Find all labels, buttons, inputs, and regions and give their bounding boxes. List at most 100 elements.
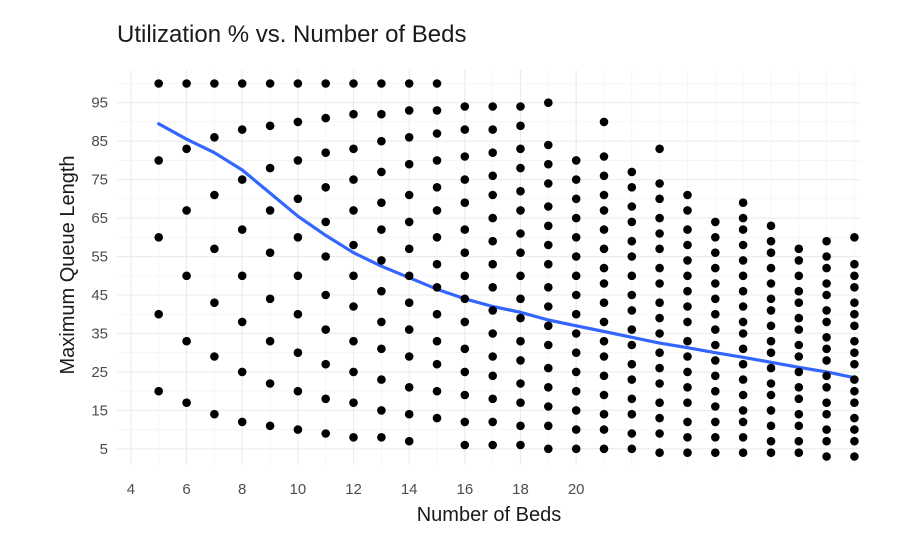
data-point bbox=[627, 217, 637, 227]
data-point bbox=[794, 383, 804, 392]
data-point bbox=[766, 363, 776, 373]
y-tick-label: 35 bbox=[91, 325, 108, 342]
data-point bbox=[237, 79, 247, 88]
data-point bbox=[404, 190, 414, 200]
data-point bbox=[794, 271, 804, 281]
data-point bbox=[683, 271, 692, 281]
data-point bbox=[599, 336, 609, 346]
data-point bbox=[544, 421, 553, 431]
data-point bbox=[822, 452, 831, 461]
data-point bbox=[377, 79, 386, 88]
data-point bbox=[404, 133, 414, 142]
data-point bbox=[850, 348, 859, 358]
data-point bbox=[293, 117, 303, 127]
data-point bbox=[237, 225, 247, 234]
data-point bbox=[154, 233, 163, 242]
data-point bbox=[850, 259, 859, 269]
data-point bbox=[822, 356, 831, 365]
data-point bbox=[822, 398, 831, 408]
data-point bbox=[516, 440, 525, 450]
data-point bbox=[655, 413, 664, 423]
data-point bbox=[655, 348, 664, 358]
data-point bbox=[349, 302, 358, 311]
data-point bbox=[544, 240, 553, 250]
x-tick-label: 20 bbox=[568, 481, 585, 498]
data-point bbox=[237, 271, 247, 281]
data-point bbox=[488, 283, 498, 292]
data-point bbox=[655, 329, 664, 338]
data-point bbox=[516, 229, 525, 238]
data-point bbox=[655, 379, 664, 388]
data-point bbox=[655, 263, 664, 273]
data-point bbox=[182, 79, 191, 88]
data-point bbox=[738, 406, 748, 415]
data-point bbox=[627, 252, 637, 261]
data-point bbox=[766, 263, 776, 273]
data-point bbox=[544, 140, 553, 150]
data-point bbox=[293, 271, 303, 281]
data-point bbox=[265, 379, 275, 388]
data-point bbox=[237, 125, 247, 134]
data-point bbox=[293, 309, 303, 319]
data-point bbox=[516, 379, 525, 388]
x-tick-label: 10 bbox=[290, 481, 307, 498]
data-point bbox=[377, 433, 386, 442]
data-point bbox=[349, 206, 358, 215]
data-point bbox=[210, 298, 219, 308]
data-point bbox=[627, 359, 637, 369]
data-point bbox=[460, 152, 470, 161]
data-point bbox=[544, 202, 553, 211]
data-point bbox=[321, 79, 331, 88]
data-point bbox=[488, 352, 498, 361]
data-point bbox=[544, 340, 553, 350]
data-point bbox=[599, 317, 609, 327]
data-point bbox=[488, 171, 498, 181]
data-point bbox=[488, 148, 498, 157]
data-point bbox=[738, 433, 748, 442]
data-point bbox=[516, 336, 525, 346]
data-point bbox=[571, 425, 581, 434]
data-point bbox=[460, 102, 470, 111]
data-point bbox=[460, 417, 470, 427]
data-point bbox=[432, 259, 442, 269]
y-tick-label: 55 bbox=[91, 249, 108, 266]
data-point bbox=[738, 225, 748, 234]
data-point bbox=[738, 359, 748, 369]
data-point bbox=[599, 371, 609, 381]
data-point bbox=[850, 398, 859, 408]
data-point bbox=[265, 248, 275, 257]
data-point bbox=[516, 248, 525, 257]
data-point bbox=[265, 294, 275, 304]
y-tick-label: 65 bbox=[91, 210, 108, 227]
data-point bbox=[655, 363, 664, 373]
data-point bbox=[516, 163, 525, 173]
data-point bbox=[488, 259, 498, 269]
data-point bbox=[293, 194, 303, 204]
data-point bbox=[571, 252, 581, 261]
data-point bbox=[850, 452, 859, 461]
data-point bbox=[766, 390, 776, 400]
data-point bbox=[822, 436, 831, 446]
data-point bbox=[516, 186, 525, 196]
data-point bbox=[683, 398, 692, 408]
data-point bbox=[237, 417, 247, 427]
y-tick-label: 45 bbox=[91, 287, 108, 304]
data-point bbox=[599, 444, 609, 454]
data-point bbox=[683, 206, 692, 215]
data-point bbox=[655, 179, 664, 188]
data-point bbox=[516, 421, 525, 431]
data-point bbox=[711, 340, 720, 350]
data-point bbox=[711, 263, 720, 273]
data-point bbox=[182, 271, 191, 281]
points-layer bbox=[154, 79, 859, 461]
data-point bbox=[516, 356, 525, 365]
data-point bbox=[460, 225, 470, 234]
y-tick-label: 75 bbox=[91, 172, 108, 189]
x-tick-label: 12 bbox=[345, 481, 362, 498]
data-point bbox=[599, 117, 609, 127]
data-point bbox=[794, 325, 804, 334]
data-point bbox=[627, 271, 637, 281]
data-point bbox=[544, 221, 553, 231]
data-point bbox=[599, 409, 609, 419]
